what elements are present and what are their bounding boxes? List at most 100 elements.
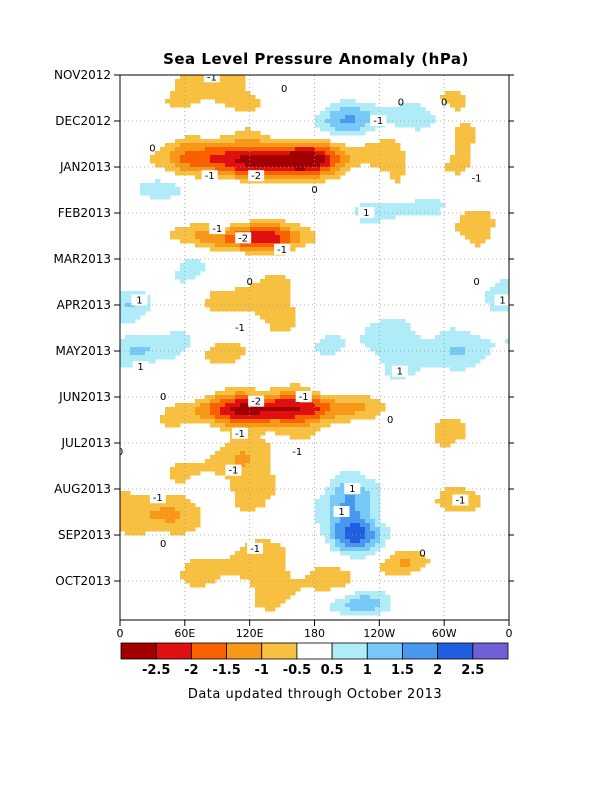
anomaly-cell — [300, 227, 306, 232]
anomaly-cell — [370, 403, 376, 408]
anomaly-cell — [145, 351, 151, 356]
anomaly-cell — [450, 155, 456, 160]
anomaly-cell — [150, 339, 156, 344]
anomaly-cell — [330, 583, 336, 588]
anomaly-cell — [375, 159, 381, 164]
anomaly-cell — [165, 143, 171, 148]
anomaly-cell — [295, 583, 301, 588]
anomaly-cell — [275, 283, 281, 288]
anomaly-cell — [210, 235, 216, 240]
anomaly-cell — [355, 403, 361, 408]
anomaly-cell — [330, 499, 336, 504]
anomaly-cell — [255, 303, 261, 308]
anomaly-cell — [435, 435, 441, 440]
anomaly-cell — [335, 155, 341, 160]
anomaly-cell — [315, 395, 321, 400]
anomaly-cell — [505, 283, 509, 288]
anomaly-cell — [275, 279, 281, 284]
anomaly-cell — [325, 163, 331, 168]
anomaly-cell — [175, 351, 181, 356]
anomaly-cell — [345, 155, 351, 160]
anomaly-cell — [250, 295, 256, 300]
anomaly-cell — [465, 219, 471, 224]
anomaly-cell — [230, 347, 236, 352]
anomaly-cell — [245, 287, 251, 292]
anomaly-cell — [335, 175, 341, 180]
anomaly-cell — [390, 107, 396, 112]
anomaly-cell — [360, 411, 366, 416]
anomaly-cell — [360, 475, 366, 480]
anomaly-cell — [235, 103, 241, 108]
anomaly-cell — [240, 451, 246, 456]
anomaly-cell — [175, 475, 181, 480]
anomaly-cell — [195, 231, 201, 236]
anomaly-cell — [220, 247, 226, 252]
anomaly-cell — [235, 303, 241, 308]
anomaly-cell — [360, 599, 366, 604]
anomaly-cell — [270, 291, 276, 296]
anomaly-cell — [250, 583, 256, 588]
anomaly-cell — [340, 499, 346, 504]
anomaly-cell — [180, 495, 186, 500]
anomaly-cell — [350, 111, 356, 116]
anomaly-cell — [150, 523, 156, 528]
contour-label-bg — [247, 542, 264, 554]
anomaly-cell — [325, 499, 331, 504]
anomaly-cell — [230, 83, 236, 88]
anomaly-cell — [340, 575, 346, 580]
anomaly-cell — [295, 415, 301, 420]
anomaly-cell — [450, 439, 456, 444]
x-tick-label: 120W — [363, 627, 395, 640]
anomaly-cell — [285, 227, 291, 232]
anomaly-cell — [275, 179, 281, 184]
contour-label: 1 — [338, 507, 344, 518]
anomaly-cell — [435, 199, 441, 204]
anomaly-cell — [220, 447, 226, 452]
colorbar-label: 2 — [433, 663, 442, 678]
anomaly-cell — [265, 143, 271, 148]
anomaly-cell — [385, 527, 391, 532]
anomaly-cell — [225, 167, 231, 172]
anomaly-cell — [230, 307, 236, 312]
anomaly-cell — [230, 451, 236, 456]
anomaly-cell — [135, 511, 141, 516]
anomaly-cell — [380, 107, 386, 112]
anomaly-cell — [175, 335, 181, 340]
anomaly-cell — [265, 579, 271, 584]
anomaly-cell — [505, 291, 509, 296]
anomaly-cell — [310, 411, 316, 416]
anomaly-cell — [375, 607, 381, 612]
anomaly-cell — [130, 339, 136, 344]
anomaly-cell — [305, 167, 311, 172]
anomaly-cell — [325, 403, 331, 408]
anomaly-cell — [280, 559, 286, 564]
anomaly-cell — [465, 159, 471, 164]
anomaly-cell — [235, 79, 241, 84]
anomaly-cell — [370, 595, 376, 600]
anomaly-cell — [170, 331, 176, 336]
anomaly-cell — [395, 203, 401, 208]
anomaly-cell — [220, 167, 226, 172]
anomaly-cell — [235, 423, 241, 428]
anomaly-cell — [350, 127, 356, 132]
anomaly-cell — [320, 339, 326, 344]
anomaly-cell — [330, 419, 336, 424]
anomaly-cell — [375, 511, 381, 516]
anomaly-cell — [215, 307, 221, 312]
anomaly-cell — [340, 527, 346, 532]
anomaly-cell — [215, 159, 221, 164]
anomaly-cell — [330, 107, 336, 112]
anomaly-cell — [255, 179, 261, 184]
anomaly-cell — [350, 131, 356, 136]
anomaly-cell — [390, 375, 396, 380]
anomaly-cell — [235, 571, 241, 576]
anomaly-cell — [370, 159, 376, 164]
anomaly-cell — [210, 559, 216, 564]
anomaly-cell — [485, 343, 491, 348]
anomaly-cell — [265, 307, 271, 312]
anomaly-cell — [385, 319, 391, 324]
anomaly-cell — [460, 367, 466, 372]
anomaly-cell — [310, 155, 316, 160]
anomaly-cell — [430, 359, 436, 364]
anomaly-cell — [365, 203, 371, 208]
